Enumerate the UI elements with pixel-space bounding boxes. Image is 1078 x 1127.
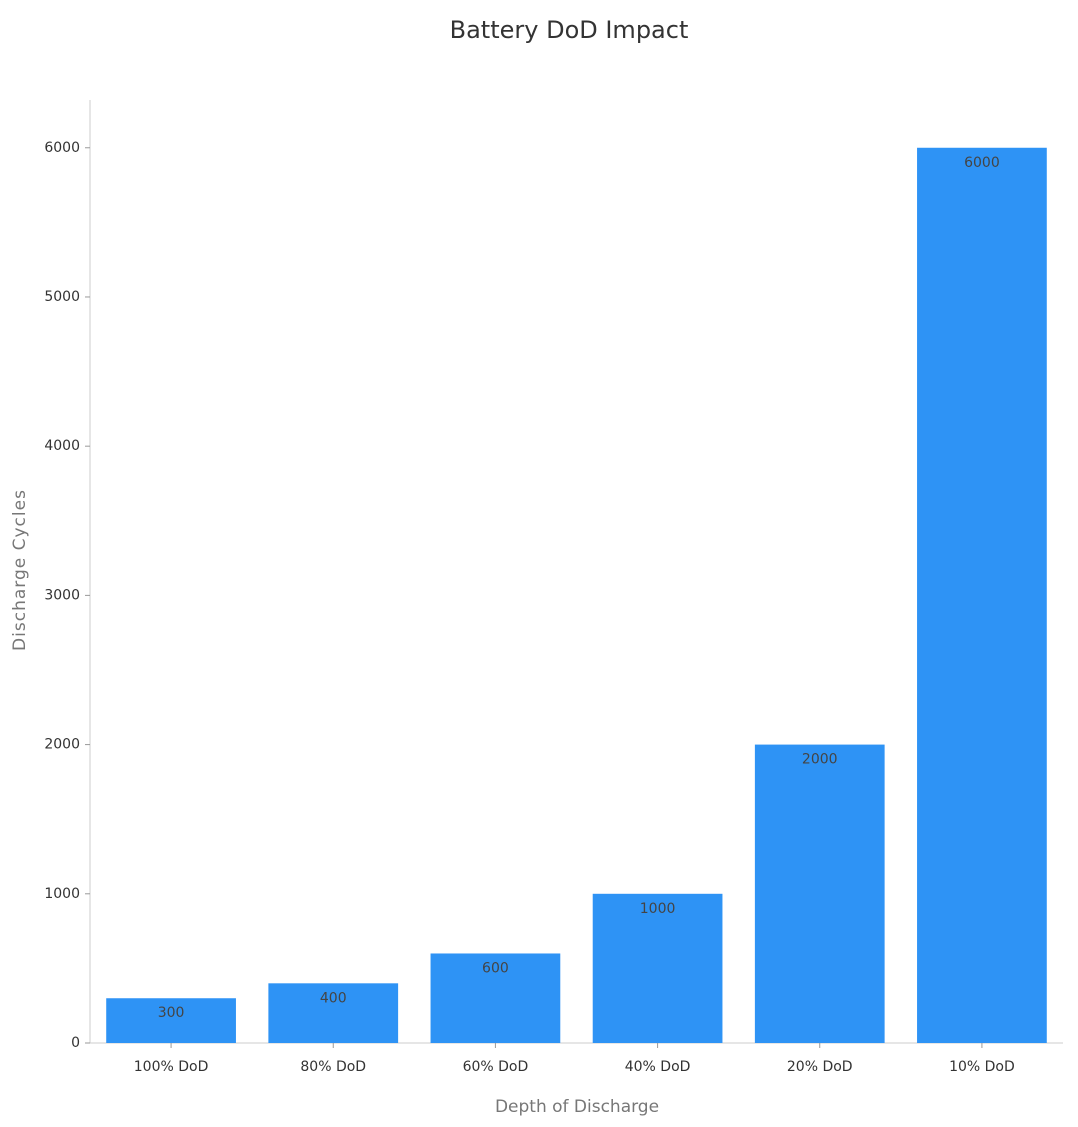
chart-title: Battery DoD Impact <box>450 16 689 44</box>
y-tick-label: 0 <box>71 1035 80 1051</box>
bar <box>106 998 236 1043</box>
y-tick-label: 6000 <box>44 140 80 156</box>
x-tick-label: 80% DoD <box>300 1059 366 1075</box>
data-label: 6000 <box>964 155 1000 171</box>
data-label: 400 <box>320 990 347 1006</box>
bar <box>754 744 885 1043</box>
bar <box>430 953 561 1043</box>
x-tick-label: 20% DoD <box>787 1059 853 1075</box>
data-label: 600 <box>482 960 509 976</box>
y-tick-label: 2000 <box>44 737 80 753</box>
bar <box>592 893 723 1043</box>
x-tick-label: 10% DoD <box>949 1059 1015 1075</box>
x-tick-label: 40% DoD <box>625 1059 691 1075</box>
y-tick-label: 1000 <box>44 886 80 902</box>
x-axis-label: Depth of Discharge <box>495 1097 659 1117</box>
y-tick-label: 4000 <box>44 438 80 454</box>
y-tick-label: 5000 <box>44 289 80 305</box>
y-tick-label: 3000 <box>44 587 80 603</box>
x-tick-label: 100% DoD <box>134 1059 209 1075</box>
data-label: 300 <box>158 1005 185 1021</box>
bar <box>917 147 1047 1043</box>
data-label: 2000 <box>802 752 838 768</box>
data-label: 1000 <box>640 901 676 917</box>
bar <box>268 983 399 1043</box>
y-axis-label: Discharge Cycles <box>10 489 30 651</box>
x-tick-label: 60% DoD <box>463 1059 529 1075</box>
